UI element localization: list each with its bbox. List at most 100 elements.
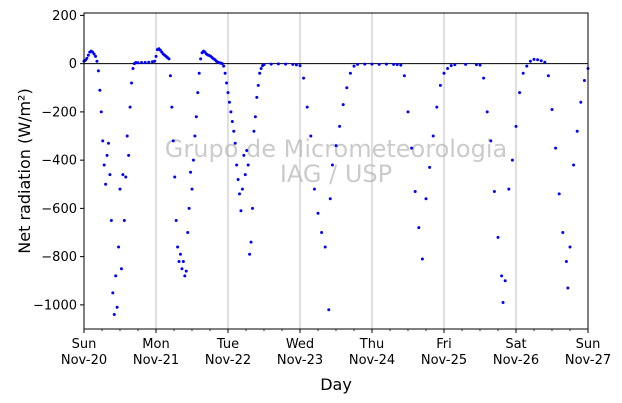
- data-point-99: [235, 163, 239, 167]
- data-point-9: [95, 59, 99, 63]
- data-point-161: [446, 66, 450, 70]
- data-point-132: [327, 308, 331, 312]
- data-point-96: [230, 120, 234, 124]
- data-point-98: [233, 141, 237, 145]
- x-tick-day-label: Tue: [216, 337, 239, 352]
- data-point-112: [253, 115, 257, 119]
- data-point-34: [131, 66, 135, 70]
- data-point-178: [518, 91, 522, 95]
- data-point-107: [246, 163, 250, 167]
- data-point-18: [108, 173, 112, 177]
- data-point-57: [174, 218, 178, 222]
- data-point-119: [269, 62, 273, 66]
- data-point-118: [262, 63, 266, 67]
- data-point-185: [543, 60, 547, 64]
- y-axis-title: Net radiation (W/m²): [15, 88, 34, 253]
- x-tick-day-label: Wed: [286, 337, 314, 352]
- data-point-42: [153, 59, 157, 63]
- data-point-179: [521, 71, 525, 75]
- data-point-113: [255, 95, 259, 99]
- data-point-92: [225, 81, 229, 85]
- data-point-121: [284, 62, 288, 66]
- data-point-122: [291, 62, 295, 66]
- data-point-97: [232, 129, 236, 133]
- data-point-169: [489, 139, 493, 143]
- data-point-58: [176, 245, 180, 249]
- data-point-180: [525, 64, 529, 68]
- data-point-91: [223, 71, 227, 75]
- data-point-191: [564, 259, 568, 263]
- x-tick-day-label: Fri: [436, 337, 452, 352]
- data-point-67: [189, 170, 193, 174]
- x-tick-date-label: Nov-24: [349, 353, 395, 368]
- data-point-24: [117, 245, 121, 249]
- watermark-line-1: Grupo de Micrometeorologia: [165, 135, 507, 163]
- data-point-134: [330, 163, 334, 167]
- data-point-150: [406, 110, 410, 114]
- data-point-39: [143, 60, 147, 64]
- data-point-43: [154, 54, 158, 58]
- data-point-124: [298, 64, 302, 68]
- data-point-53: [168, 74, 172, 78]
- x-tick-date-label: Nov-23: [277, 353, 323, 368]
- data-point-128: [312, 187, 316, 191]
- data-point-160: [442, 71, 446, 75]
- x-tick-date-label: Nov-20: [61, 353, 107, 368]
- data-point-66: [187, 206, 191, 210]
- data-point-10: [96, 69, 100, 73]
- data-point-133: [328, 197, 332, 201]
- x-axis-ticks: SunNov-20MonNov-21TueNov-22WedNov-23ThuN…: [61, 329, 611, 368]
- data-point-94: [227, 100, 231, 104]
- data-point-197: [582, 79, 586, 83]
- data-point-137: [341, 103, 345, 107]
- data-point-102: [239, 209, 243, 213]
- x-tick-date-label: Nov-21: [133, 353, 179, 368]
- data-point-63: [183, 274, 187, 278]
- data-point-146: [392, 62, 396, 66]
- data-point-54: [170, 105, 174, 109]
- x-tick-day-label: Sat: [505, 337, 526, 352]
- x-tick-day-label: Sun: [576, 337, 601, 352]
- data-point-168: [485, 110, 489, 114]
- data-point-23: [115, 305, 119, 309]
- data-point-90: [222, 64, 226, 68]
- data-point-196: [579, 100, 583, 104]
- data-point-17: [106, 141, 110, 145]
- data-point-7: [92, 52, 96, 56]
- data-point-148: [399, 63, 403, 67]
- data-point-100: [236, 177, 240, 181]
- data-point-71: [194, 115, 198, 119]
- data-point-190: [561, 231, 565, 235]
- data-point-22: [114, 274, 118, 278]
- data-point-181: [528, 59, 532, 63]
- data-point-184: [539, 59, 543, 63]
- x-tick-day-label: Sun: [72, 337, 97, 352]
- data-point-188: [554, 146, 558, 150]
- data-points: [82, 47, 590, 317]
- data-point-187: [550, 107, 554, 111]
- data-point-135: [334, 144, 338, 148]
- data-point-21: [112, 313, 116, 317]
- data-point-56: [173, 175, 177, 179]
- data-point-142: [363, 62, 367, 66]
- data-point-33: [130, 81, 134, 85]
- x-tick-date-label: Nov-27: [565, 353, 611, 368]
- data-point-129: [316, 211, 320, 215]
- data-point-52: [167, 57, 171, 61]
- data-point-170: [492, 190, 496, 194]
- data-point-154: [420, 257, 424, 261]
- y-tick-label: −600: [41, 202, 77, 217]
- x-axis-title: Day: [320, 375, 352, 394]
- data-point-27: [121, 173, 125, 177]
- data-point-130: [320, 231, 324, 235]
- data-point-37: [136, 61, 140, 65]
- data-point-138: [345, 86, 349, 90]
- data-point-12: [99, 110, 103, 114]
- data-point-182: [532, 57, 536, 61]
- x-tick-date-label: Nov-26: [493, 353, 539, 368]
- data-point-172: [500, 274, 504, 278]
- data-point-115: [258, 71, 262, 75]
- watermark: Grupo de Micrometeorologia IAG / USP: [165, 135, 507, 188]
